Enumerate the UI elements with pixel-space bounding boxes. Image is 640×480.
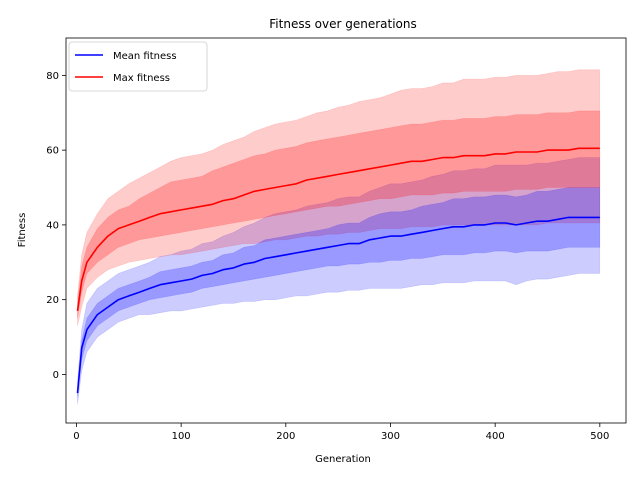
x-tick-label: 200 bbox=[276, 431, 295, 442]
plot-frame bbox=[65, 37, 627, 424]
x-tick-label: 400 bbox=[486, 431, 505, 442]
series-lines bbox=[76, 147, 600, 394]
chart-title: Fitness over generations bbox=[269, 17, 416, 31]
legend-label-max-fitness: Max fitness bbox=[113, 73, 170, 84]
y-tick-label: 60 bbox=[46, 146, 59, 157]
legend-label-mean-fitness: Mean fitness bbox=[113, 51, 177, 62]
x-tick-label: 500 bbox=[590, 431, 609, 442]
y-tick-label: 80 bbox=[46, 71, 59, 82]
x-tick-label: 0 bbox=[73, 431, 79, 442]
x-axis-ticks: 0 100 200 300 400 500 bbox=[73, 423, 609, 442]
mean-fitness-outer-band bbox=[77, 157, 601, 405]
max-fitness-inner-band bbox=[77, 110, 601, 319]
x-axis-label: Generation bbox=[315, 454, 371, 465]
y-tick-label: 0 bbox=[53, 370, 59, 381]
mean-fitness-inner-band bbox=[77, 187, 601, 397]
mean-fitness-line bbox=[76, 216, 600, 394]
x-tick-label: 100 bbox=[172, 431, 191, 442]
max-fitness-line bbox=[76, 147, 600, 312]
y-tick-label: 40 bbox=[46, 220, 59, 231]
y-axis-ticks: 0 20 40 60 80 bbox=[46, 71, 66, 381]
legend-box bbox=[68, 41, 208, 92]
max-fitness-outer-band bbox=[77, 69, 601, 326]
y-tick-label: 20 bbox=[46, 295, 59, 306]
x-tick-label: 300 bbox=[381, 431, 400, 442]
legend: Mean fitness Max fitness bbox=[68, 41, 208, 92]
confidence-bands bbox=[77, 69, 601, 405]
y-axis-label: Fitness bbox=[17, 213, 28, 248]
